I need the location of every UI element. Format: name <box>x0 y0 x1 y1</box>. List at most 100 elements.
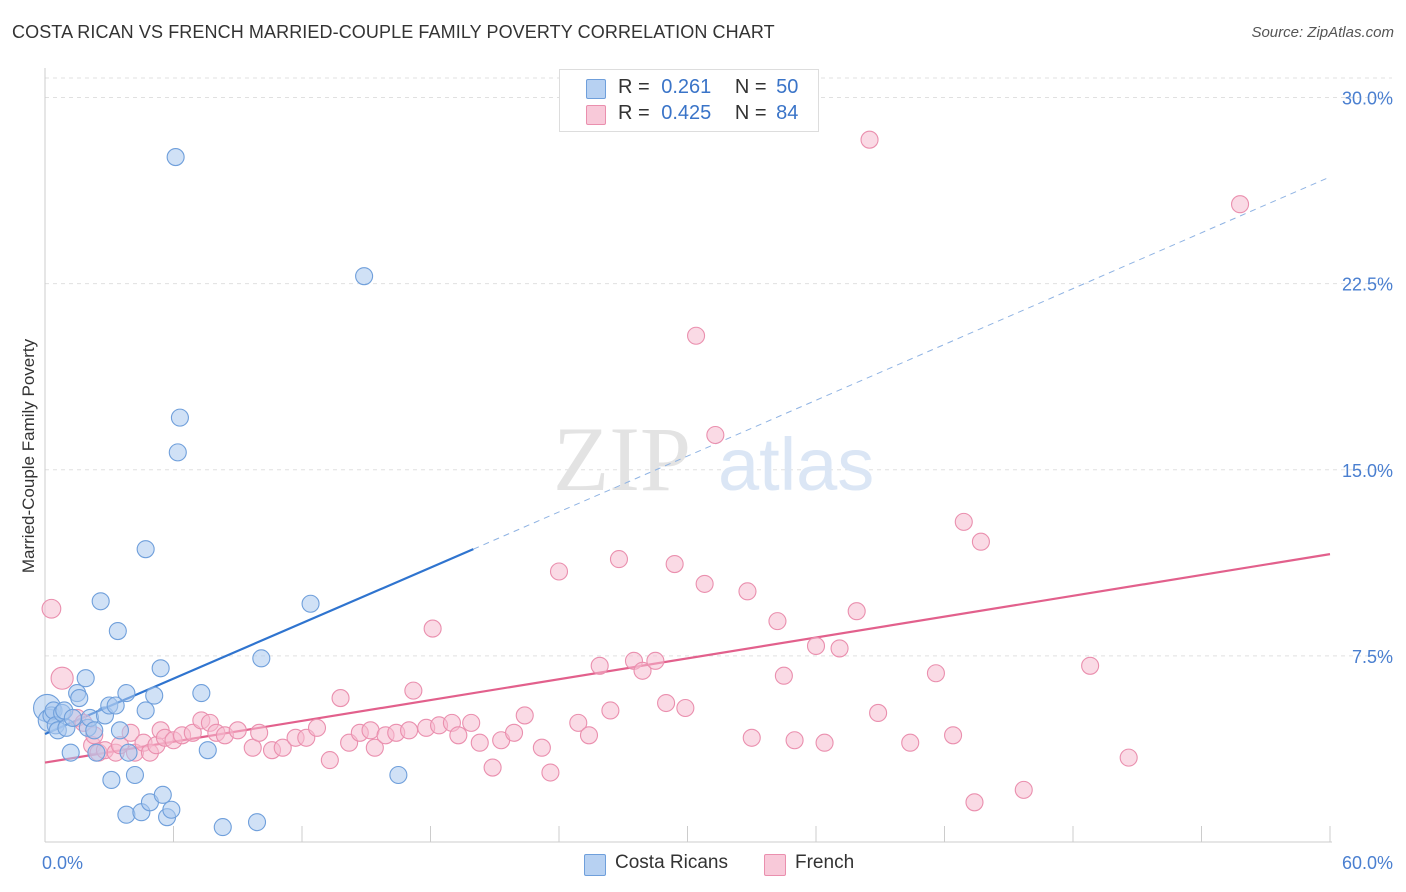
french-point <box>549 562 569 581</box>
costa-point <box>110 721 130 740</box>
french-point <box>462 713 481 732</box>
french-point <box>1119 748 1138 767</box>
costa-point <box>63 708 82 727</box>
french-point <box>41 598 62 619</box>
french-point <box>1231 195 1250 214</box>
french-point <box>774 666 793 685</box>
french-point <box>971 532 990 551</box>
costa-points <box>32 148 408 837</box>
french-point <box>926 664 945 683</box>
french-point <box>954 512 973 531</box>
costa-point <box>106 696 125 715</box>
costa-point <box>151 659 170 678</box>
french-point <box>320 751 339 770</box>
bottom-swatch-costa <box>584 854 606 876</box>
x-tick-label: 60.0% <box>1342 853 1393 873</box>
costa-point <box>301 594 320 613</box>
french-point <box>706 425 725 445</box>
costa-point <box>61 743 80 762</box>
costa-point <box>168 443 187 462</box>
french-point <box>183 723 202 742</box>
y-tick-labels: 7.5% 15.0% 22.5% 30.0% <box>1342 89 1393 667</box>
costa-point <box>192 684 211 703</box>
french-point <box>768 612 787 631</box>
legend-r-label: R = <box>618 102 650 124</box>
correlation-legend: R = 0.261 N = 50 R = 0.425 N = 84 <box>559 69 819 132</box>
watermark-zip: ZIP <box>553 408 691 510</box>
french-point <box>515 706 534 725</box>
legend-swatch-french <box>586 105 606 125</box>
costa-point <box>117 805 136 824</box>
french-point <box>965 793 984 812</box>
costa-point <box>145 686 164 705</box>
legend-r-value-french: 0.425 <box>661 102 712 124</box>
french-point <box>470 733 489 752</box>
french-point <box>423 619 442 638</box>
y-tick-label: 7.5% <box>1352 647 1393 667</box>
french-point <box>676 698 695 718</box>
french-point <box>869 703 888 723</box>
french-point <box>361 721 380 740</box>
french-point <box>695 574 714 593</box>
costa-trend-extension <box>473 176 1331 550</box>
costa-point <box>355 267 374 286</box>
french-point <box>590 656 609 675</box>
costa-point <box>119 743 138 762</box>
french-point <box>365 738 384 757</box>
x-tick-labels: 0.0% 60.0% <box>42 853 1393 873</box>
french-point <box>901 733 920 752</box>
french-point <box>742 728 761 747</box>
french-point <box>400 721 419 740</box>
y-tick-label: 22.5% <box>1342 275 1393 295</box>
chart-title: COSTA RICAN VS FRENCH MARRIED-COUPLE FAM… <box>12 22 775 42</box>
french-point <box>228 721 247 740</box>
french-point <box>273 738 292 757</box>
french-point <box>504 723 524 742</box>
source-label: Source: ZipAtlas.com <box>1251 24 1394 41</box>
french-points <box>41 130 1250 812</box>
gridlines <box>45 77 1392 657</box>
costa-point <box>389 765 408 785</box>
costa-point <box>91 592 110 611</box>
french-point <box>449 726 468 745</box>
french-point <box>944 726 963 745</box>
legend-r-label: R = <box>618 76 650 98</box>
french-point <box>483 758 502 777</box>
french-point <box>785 731 804 750</box>
french-point <box>860 130 879 149</box>
french-point <box>532 738 551 757</box>
french-point <box>806 636 826 655</box>
costa-point <box>213 818 232 837</box>
french-point <box>646 651 665 670</box>
bottom-swatch-french <box>764 854 786 876</box>
french-point <box>609 550 629 569</box>
bottom-legend-french-label: French <box>795 852 855 873</box>
costa-point <box>136 701 155 720</box>
french-point <box>1081 656 1100 675</box>
costa-point <box>198 741 217 760</box>
french-point <box>250 723 269 742</box>
costa-point <box>252 649 271 668</box>
legend-r-value-costa: 0.261 <box>661 76 712 98</box>
bottom-legend-costa-label: Costa Ricans <box>615 852 728 873</box>
costa-point <box>125 765 144 785</box>
french-point <box>307 718 327 737</box>
french-point <box>404 681 423 700</box>
costa-point <box>85 721 104 740</box>
french-point <box>815 733 834 752</box>
french-point <box>657 693 676 713</box>
costa-point <box>70 689 89 708</box>
costa-point <box>108 622 127 641</box>
legend-n-label: N = <box>734 102 767 124</box>
y-axis-label: Married-Couple Family Poverty <box>19 338 38 573</box>
french-point <box>830 639 849 658</box>
french-point <box>665 555 684 574</box>
watermark-atlas: atlas <box>718 423 874 506</box>
legend-n-value-costa: 50 <box>776 76 799 98</box>
costa-point <box>102 770 121 790</box>
watermark: ZIP atlas <box>553 408 874 510</box>
y-tick-label: 15.0% <box>1342 461 1393 481</box>
french-point <box>738 582 757 601</box>
legend-swatch-costa <box>586 79 606 99</box>
